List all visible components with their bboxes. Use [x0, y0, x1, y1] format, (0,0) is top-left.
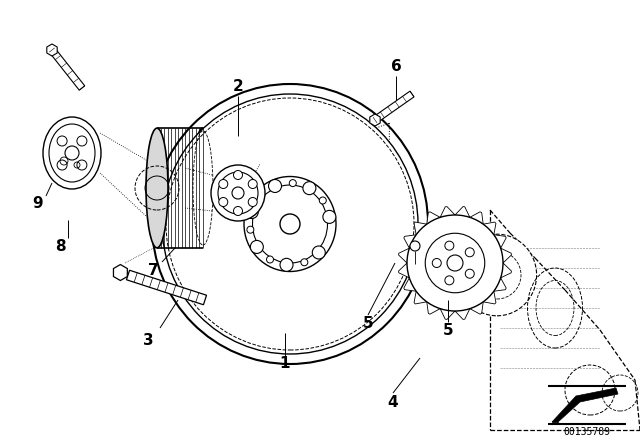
- Polygon shape: [455, 309, 470, 319]
- Circle shape: [319, 197, 326, 204]
- Ellipse shape: [244, 177, 336, 271]
- Ellipse shape: [146, 128, 168, 248]
- Circle shape: [312, 246, 325, 259]
- Polygon shape: [494, 278, 506, 291]
- Ellipse shape: [49, 124, 95, 182]
- Polygon shape: [552, 422, 558, 424]
- Circle shape: [77, 136, 87, 146]
- Circle shape: [219, 198, 228, 207]
- Polygon shape: [127, 270, 207, 305]
- Circle shape: [425, 233, 484, 293]
- Circle shape: [323, 211, 336, 224]
- Polygon shape: [49, 48, 84, 90]
- Circle shape: [407, 215, 503, 311]
- Text: 6: 6: [390, 59, 401, 73]
- Circle shape: [232, 187, 244, 199]
- Circle shape: [289, 180, 296, 187]
- Ellipse shape: [253, 185, 328, 263]
- Ellipse shape: [162, 94, 418, 354]
- Text: 00135789: 00135789: [563, 427, 611, 437]
- Polygon shape: [455, 207, 470, 217]
- Polygon shape: [399, 248, 410, 263]
- Circle shape: [247, 226, 254, 233]
- Polygon shape: [470, 302, 483, 314]
- Polygon shape: [494, 235, 506, 248]
- Polygon shape: [399, 263, 410, 278]
- Circle shape: [57, 160, 67, 170]
- Polygon shape: [427, 212, 440, 224]
- Circle shape: [445, 241, 454, 250]
- Polygon shape: [470, 212, 483, 224]
- Text: 5: 5: [363, 315, 373, 331]
- Polygon shape: [440, 207, 455, 217]
- Polygon shape: [483, 222, 496, 235]
- Circle shape: [432, 258, 441, 267]
- Text: 2: 2: [232, 78, 243, 94]
- Polygon shape: [414, 222, 427, 235]
- Polygon shape: [440, 309, 455, 319]
- Circle shape: [248, 198, 257, 207]
- Text: 4: 4: [388, 395, 398, 409]
- Polygon shape: [427, 302, 440, 314]
- Polygon shape: [414, 291, 427, 304]
- Polygon shape: [552, 388, 618, 422]
- Circle shape: [465, 269, 474, 278]
- Circle shape: [234, 207, 243, 215]
- Polygon shape: [370, 114, 380, 126]
- Text: 3: 3: [143, 332, 154, 348]
- Text: 8: 8: [54, 238, 65, 254]
- Circle shape: [266, 256, 273, 263]
- Circle shape: [219, 180, 228, 189]
- Ellipse shape: [458, 234, 536, 316]
- Text: 1: 1: [280, 356, 291, 370]
- Circle shape: [250, 241, 263, 254]
- Circle shape: [257, 193, 264, 199]
- Circle shape: [245, 206, 259, 219]
- Text: 5: 5: [443, 323, 453, 337]
- Circle shape: [65, 146, 79, 160]
- Circle shape: [410, 241, 420, 251]
- Polygon shape: [500, 248, 511, 263]
- Circle shape: [445, 276, 454, 285]
- Polygon shape: [404, 278, 416, 291]
- Circle shape: [280, 258, 293, 271]
- Polygon shape: [500, 263, 511, 278]
- Ellipse shape: [218, 172, 258, 214]
- Ellipse shape: [152, 84, 428, 364]
- Circle shape: [57, 136, 67, 146]
- Circle shape: [269, 180, 282, 193]
- Ellipse shape: [211, 165, 265, 221]
- Circle shape: [301, 259, 308, 266]
- Text: 9: 9: [33, 195, 44, 211]
- Polygon shape: [47, 44, 57, 56]
- Circle shape: [303, 181, 316, 194]
- Ellipse shape: [43, 117, 101, 189]
- Circle shape: [280, 214, 300, 234]
- Text: 7: 7: [148, 263, 158, 277]
- Circle shape: [234, 171, 243, 180]
- Polygon shape: [404, 235, 416, 248]
- Polygon shape: [483, 291, 496, 304]
- Polygon shape: [113, 264, 127, 280]
- Circle shape: [248, 180, 257, 189]
- Polygon shape: [373, 91, 414, 123]
- Ellipse shape: [192, 128, 214, 248]
- Circle shape: [465, 248, 474, 257]
- Circle shape: [447, 255, 463, 271]
- Circle shape: [77, 160, 87, 170]
